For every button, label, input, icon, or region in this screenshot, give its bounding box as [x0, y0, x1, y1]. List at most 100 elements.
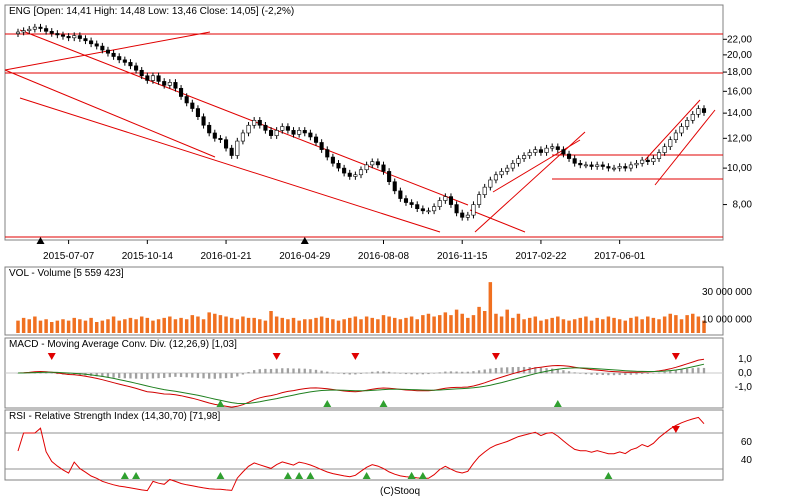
candle-body — [49, 31, 54, 34]
macd-histogram-bar — [230, 373, 233, 378]
date-tick-label: 2016-11-15 — [437, 251, 488, 262]
candle-body — [139, 69, 144, 77]
rsi-buy-marker — [306, 472, 315, 479]
macd-histogram-bar — [506, 367, 509, 374]
candle-body — [437, 200, 442, 207]
macd-histogram-bar — [134, 373, 138, 379]
price-tick-label: 20,00 — [727, 50, 752, 61]
candle-body — [426, 210, 431, 213]
volume-bar — [657, 319, 661, 333]
macd-histogram-bar — [534, 367, 537, 374]
macd-histogram-bar — [56, 373, 59, 375]
macd-histogram-bar — [191, 373, 194, 378]
price-tick-label: 16,00 — [727, 86, 752, 97]
date-tick-label: 2017-02-22 — [515, 251, 567, 262]
candle-body — [555, 146, 560, 150]
candle-body — [623, 166, 628, 169]
macd-histogram-bar — [646, 373, 649, 374]
candle-body — [493, 174, 498, 181]
macd-histogram-bar — [472, 371, 475, 374]
candle-body — [55, 33, 60, 36]
macd-histogram-bar — [657, 372, 661, 374]
rsi-tick-label: 40 — [741, 455, 753, 466]
candle-body — [690, 114, 695, 121]
volume-bar — [612, 317, 616, 333]
volume-bar — [331, 319, 335, 333]
candle-body — [212, 132, 217, 139]
candle-body — [167, 82, 172, 86]
macd-sell-marker — [272, 353, 281, 360]
trendline — [474, 131, 586, 233]
copyright-footer: (C)Stooq — [379, 486, 420, 497]
signal-line — [18, 363, 705, 405]
macd-histogram-bar — [44, 372, 48, 374]
macd-histogram-bar — [314, 369, 318, 374]
volume-bar — [100, 320, 105, 333]
volume-bar — [601, 319, 605, 333]
candle-body — [319, 142, 324, 150]
price-panel-title: ENG [Open: 14,41 High: 14,48 Low: 13,46 … — [9, 6, 295, 17]
macd-histogram-bar — [596, 373, 599, 375]
candle-body — [628, 164, 633, 169]
volume-bar — [511, 317, 515, 333]
volume-bar — [291, 317, 296, 333]
macd-sell-marker — [491, 353, 500, 360]
volume-bar — [89, 317, 93, 333]
macd-histogram-bar — [466, 371, 469, 374]
macd-tick-label: -1,0 — [735, 382, 753, 393]
volume-bar — [263, 320, 268, 333]
macd-histogram-bar — [264, 368, 267, 374]
macd-buy-marker — [216, 400, 225, 407]
price-tick-label: 12,00 — [727, 133, 752, 144]
volume-bar — [353, 316, 358, 333]
candle-body — [32, 26, 37, 30]
macd-histogram-bar — [680, 369, 683, 374]
candle-body — [533, 149, 538, 153]
macd-histogram-bar — [697, 367, 700, 374]
volume-bar — [466, 317, 470, 333]
macd-histogram-bar — [421, 373, 424, 375]
macd-histogram-bar — [151, 373, 155, 379]
macd-histogram-bar — [365, 372, 368, 374]
macd-histogram-bar — [146, 373, 149, 380]
date-tick-label: 2015-07-07 — [43, 251, 95, 262]
candle-body — [280, 126, 285, 131]
volume-bar — [258, 319, 262, 333]
rsi-panel-frame — [4, 409, 724, 481]
volume-bar — [539, 320, 543, 333]
candle-body — [100, 45, 105, 51]
price-tick-label: 22,00 — [727, 34, 752, 45]
volume-bar — [111, 316, 116, 333]
macd-histogram-bar — [320, 370, 323, 374]
volume-bar — [303, 319, 307, 333]
volume-bar — [364, 316, 369, 333]
volume-bar — [78, 319, 82, 333]
candle-body — [696, 108, 701, 115]
volume-bar — [691, 313, 695, 333]
candle-body — [634, 162, 639, 166]
macd-histogram-bar — [253, 370, 256, 374]
macd-histogram-bar — [410, 373, 413, 375]
candle-body — [645, 159, 650, 163]
candle-body — [325, 149, 330, 158]
volume-bar — [392, 317, 397, 333]
candle-body — [673, 132, 678, 140]
macd-histogram-bar — [669, 371, 672, 374]
macd-histogram-bar — [652, 373, 655, 374]
volume-bar — [488, 282, 493, 333]
candle-body — [72, 35, 77, 39]
volume-bar — [454, 309, 459, 333]
macd-histogram-bar — [404, 373, 408, 375]
macd-histogram-bar — [258, 369, 261, 374]
macd-histogram-bar — [129, 373, 132, 379]
candle-body — [465, 214, 470, 218]
macd-histogram-bar — [382, 371, 385, 374]
candle-body — [94, 43, 99, 47]
date-tick-label: 2016-04-29 — [279, 251, 331, 262]
macd-histogram-bar — [73, 373, 76, 375]
axis-labels: 8,00 10,00 12,00 14,00 16,00 18,00 20,00 22,00 2… — [43, 34, 752, 466]
candle-body — [460, 212, 465, 218]
candle-body — [415, 204, 420, 210]
macd-histogram-bar — [185, 373, 188, 378]
macd-histogram-bar — [179, 373, 183, 378]
